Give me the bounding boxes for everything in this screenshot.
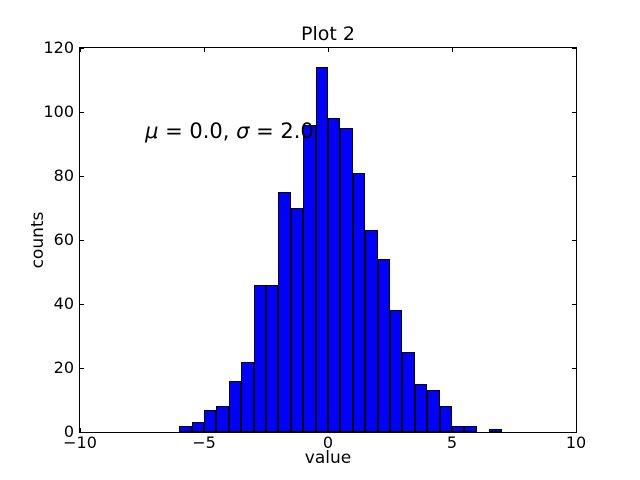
y-tick-label: 100 bbox=[43, 102, 74, 122]
x-tick bbox=[327, 428, 329, 432]
y-tick-right bbox=[572, 431, 576, 433]
histogram-bar bbox=[303, 124, 316, 432]
y-tick-label: 80 bbox=[53, 166, 74, 186]
histogram-bar bbox=[352, 172, 366, 432]
y-tick bbox=[80, 175, 84, 177]
histogram-bar bbox=[390, 310, 403, 432]
histogram-bar bbox=[452, 425, 465, 432]
y-tick-right bbox=[572, 175, 576, 177]
mu-symbol: μ bbox=[145, 119, 159, 143]
y-tick bbox=[80, 239, 84, 241]
x-tick bbox=[575, 428, 577, 432]
y-tick-right bbox=[572, 367, 576, 369]
y-tick-label: 20 bbox=[53, 358, 74, 378]
plot-area: μ = 0.0, σ = 2.0 bbox=[79, 47, 577, 433]
histogram-bar bbox=[191, 422, 204, 432]
histogram-bar bbox=[402, 352, 415, 432]
y-axis-label: counts bbox=[28, 211, 48, 269]
y-tick-label: 40 bbox=[53, 294, 74, 314]
histogram-bar bbox=[439, 406, 452, 432]
histogram-bar bbox=[179, 425, 192, 432]
x-tick-top bbox=[79, 48, 81, 52]
stats-annotation: μ = 0.0, σ = 2.0 bbox=[105, 95, 314, 167]
y-tick bbox=[80, 303, 84, 305]
y-tick-right bbox=[572, 239, 576, 241]
y-tick-right bbox=[572, 111, 576, 113]
x-tick-top bbox=[451, 48, 453, 52]
histogram-bar bbox=[204, 409, 217, 432]
histogram-bar bbox=[228, 380, 242, 432]
histogram-bar bbox=[414, 384, 428, 432]
mu-value-text: = 0.0, bbox=[158, 119, 237, 143]
plot-title: Plot 2 bbox=[301, 23, 355, 45]
y-tick-label: 0 bbox=[63, 422, 74, 442]
y-tick bbox=[80, 47, 84, 49]
x-tick-label: 0 bbox=[322, 433, 334, 452]
y-tick-right bbox=[572, 303, 576, 305]
sigma-value-text: = 2.0 bbox=[249, 119, 314, 143]
histogram-bar bbox=[290, 208, 304, 432]
y-tick bbox=[80, 367, 84, 369]
sigma-symbol: σ bbox=[236, 119, 250, 143]
histogram-bar bbox=[489, 428, 502, 432]
histogram-bar bbox=[315, 67, 328, 432]
histogram-bar bbox=[464, 425, 477, 432]
histogram-bar bbox=[216, 406, 229, 432]
histogram-bar bbox=[328, 118, 341, 432]
y-tick-label: 60 bbox=[53, 230, 74, 250]
y-tick-label: 120 bbox=[43, 38, 74, 58]
x-tick bbox=[451, 428, 453, 432]
histogram-bar bbox=[377, 259, 390, 432]
y-tick bbox=[80, 431, 84, 433]
x-tick-top bbox=[327, 48, 329, 52]
x-tick-top bbox=[575, 48, 577, 52]
x-tick bbox=[79, 428, 81, 432]
x-tick-label: −10 bbox=[63, 433, 97, 452]
x-axis-label: value bbox=[304, 448, 352, 468]
x-tick bbox=[203, 428, 205, 432]
histogram-bar bbox=[427, 390, 440, 432]
x-tick-label: 5 bbox=[446, 433, 458, 452]
x-tick-label: −5 bbox=[192, 433, 216, 452]
y-tick-right bbox=[572, 47, 576, 49]
histogram-bar bbox=[241, 361, 254, 432]
x-tick-top bbox=[203, 48, 205, 52]
x-tick-label: 10 bbox=[565, 433, 587, 452]
y-tick bbox=[80, 111, 84, 113]
histogram-bar bbox=[253, 284, 266, 432]
histogram-bar bbox=[278, 192, 291, 432]
histogram-bar bbox=[340, 128, 353, 432]
histogram-bar bbox=[365, 230, 378, 432]
histogram-bar bbox=[266, 284, 279, 432]
